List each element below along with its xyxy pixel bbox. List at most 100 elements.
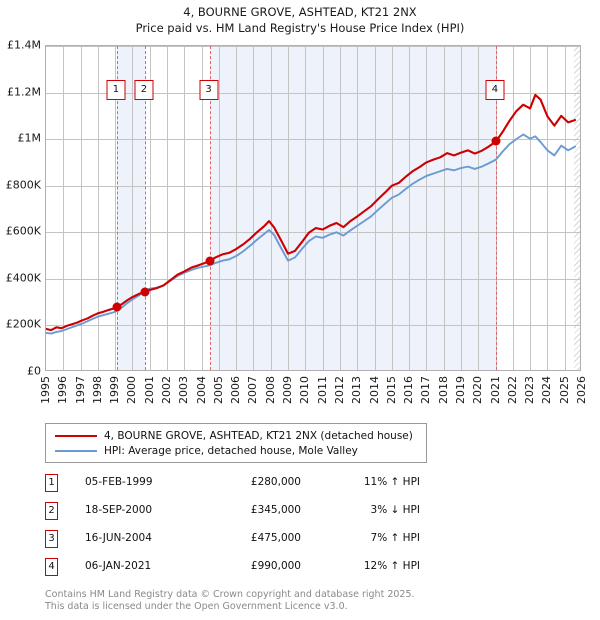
gridline-vertical [97, 46, 99, 370]
chart-subtitle: Price paid vs. HM Land Registry's House … [135, 21, 465, 35]
sale-point-2[interactable] [140, 287, 150, 297]
transaction-date: 18-SEP-2000 [85, 504, 153, 516]
future-region-hatch [574, 46, 580, 370]
x-axis-tick-label: 2014 [367, 376, 381, 404]
y-axis-labels: £0 £200K £400K £600K £800K £1M £1.2M £1.4M [0, 39, 42, 378]
transaction-price: £990,000 [250, 560, 301, 572]
y-axis-tick-label: £1M [17, 131, 42, 145]
y-axis-tick-label: £1.4M [7, 38, 41, 52]
legend-item-1[interactable]: 4, BOURNE GROVE, ASHTEAD, KT21 2NX (deta… [52, 428, 420, 443]
transaction-row[interactable]: 3 16-JUN-2004 £475,000 7% ↑ HPI [45, 529, 465, 557]
x-axis-tick-label: 2022 [505, 376, 519, 404]
gridline-vertical [253, 46, 255, 370]
transaction-index-badge: 1 [45, 474, 58, 492]
x-axis-tick-label: 2018 [436, 376, 450, 404]
gridline-vertical [443, 46, 445, 370]
gridline-vertical [530, 46, 532, 370]
x-axis-tick-label: 2000 [125, 376, 139, 404]
y-axis-tick-label: £200K [5, 317, 41, 331]
gridline-vertical [201, 46, 203, 370]
ownership-band-2 [209, 46, 496, 370]
event-flag-3[interactable]: 3 [199, 80, 219, 100]
sale-point-4[interactable] [491, 136, 501, 146]
chart-title: 4, BOURNE GROVE, ASHTEAD, KT21 2NX [183, 5, 417, 19]
transaction-price: £280,000 [250, 476, 301, 488]
footer-line-2: This data is licensed under the Open Gov… [45, 600, 348, 612]
gridline-vertical [374, 46, 376, 370]
x-axis-tick-label: 2023 [523, 376, 537, 404]
transaction-row[interactable]: 2 18-SEP-2000 £345,000 3% ↓ HPI [45, 501, 465, 529]
x-axis-tick-label: 2005 [211, 376, 225, 404]
transaction-row[interactable]: 1 05-FEB-1999 £280,000 11% ↑ HPI [45, 473, 465, 501]
x-axis-labels: 1995 1996 1997 1998 1999 2000 2001 2002 2003 2004… [39, 0, 588, 404]
x-axis-tick-label: 1996 [56, 376, 70, 404]
x-axis-tick-label: 2010 [298, 376, 312, 404]
gridline-vertical [167, 46, 169, 370]
legend-color-swatch [55, 449, 97, 452]
event-flag-4[interactable]: 4 [485, 80, 505, 100]
gridline-vertical [270, 46, 272, 370]
gridline-horizontal [46, 139, 580, 141]
y-axis-tick-label: £1.2M [7, 85, 41, 99]
gridline-vertical [80, 46, 82, 370]
transaction-date: 06-JAN-2021 [85, 560, 152, 572]
gridline-vertical [547, 46, 549, 370]
transaction-hpi-delta: 7% ↑ HPI [370, 532, 420, 544]
transaction-row[interactable]: 4 06-JAN-2021 £990,000 12% ↑ HPI [45, 557, 465, 585]
sale-point-1[interactable] [112, 302, 122, 312]
chart-plot-area [45, 45, 581, 371]
page-title: 4, BOURNE GROVE, ASHTEAD, KT21 2NX Price… [0, 4, 600, 36]
x-axis-tick-label: 2002 [160, 376, 174, 404]
transaction-date: 05-FEB-1999 [85, 476, 153, 488]
series-line [46, 93, 577, 332]
legend-color-swatch [55, 434, 97, 437]
transaction-price: £475,000 [250, 532, 301, 544]
gridline-vertical [149, 46, 151, 370]
gridline-vertical [63, 46, 65, 370]
event-line-3 [209, 46, 211, 370]
x-axis-tick-label: 2015 [384, 376, 398, 404]
gridline-vertical [132, 46, 134, 370]
transaction-date: 16-JUN-2004 [85, 532, 152, 544]
event-line-1 [116, 46, 118, 370]
gridline-vertical [391, 46, 393, 370]
x-axis-tick-label: 2026 [575, 376, 588, 404]
sale-point-3[interactable] [205, 256, 215, 266]
x-axis-tick-label: 1997 [73, 376, 87, 404]
event-flag-2[interactable]: 2 [134, 80, 154, 100]
gridline-vertical [339, 46, 341, 370]
gridline-vertical [305, 46, 307, 370]
x-axis-tick-label: 2012 [332, 376, 346, 404]
gridline-vertical [460, 46, 462, 370]
transaction-index-badge: 4 [45, 558, 58, 576]
x-axis-tick-label: 2016 [402, 376, 416, 404]
y-axis-tick-label: £400K [5, 271, 41, 285]
footer-attribution: Contains HM Land Registry data © Crown c… [45, 589, 565, 612]
series-line [46, 133, 577, 335]
x-axis-tick-label: 2019 [453, 376, 467, 404]
x-axis-tick-label: 2020 [471, 376, 485, 404]
footer-line-1: Contains HM Land Registry data © Crown c… [45, 589, 415, 600]
legend-label: 4, BOURNE GROVE, ASHTEAD, KT21 2NX (deta… [104, 429, 413, 442]
legend-label: HPI: Average price, detached house, Mole… [104, 444, 358, 457]
event-flag-1[interactable]: 1 [106, 80, 126, 100]
x-axis-tick-label: 2013 [350, 376, 364, 404]
transaction-index-badge: 3 [45, 530, 58, 548]
gridline-vertical [218, 46, 220, 370]
transaction-hpi-delta: 11% ↑ HPI [363, 476, 420, 488]
gridline-vertical [184, 46, 186, 370]
x-axis-tick-label: 1995 [39, 376, 52, 404]
gridline-vertical [288, 46, 290, 370]
event-line-2 [144, 46, 146, 370]
x-axis-tick-label: 2008 [263, 376, 277, 404]
gridline-horizontal [46, 325, 580, 327]
transaction-price: £345,000 [250, 504, 301, 516]
legend-item-2[interactable]: HPI: Average price, detached house, Mole… [52, 443, 420, 458]
x-axis-tick-label: 2009 [281, 376, 295, 404]
gridline-vertical [115, 46, 117, 370]
gridline-horizontal [46, 92, 580, 94]
gridline-vertical [236, 46, 238, 370]
y-axis-tick-label: £0 [27, 364, 41, 378]
gridline-vertical [426, 46, 428, 370]
